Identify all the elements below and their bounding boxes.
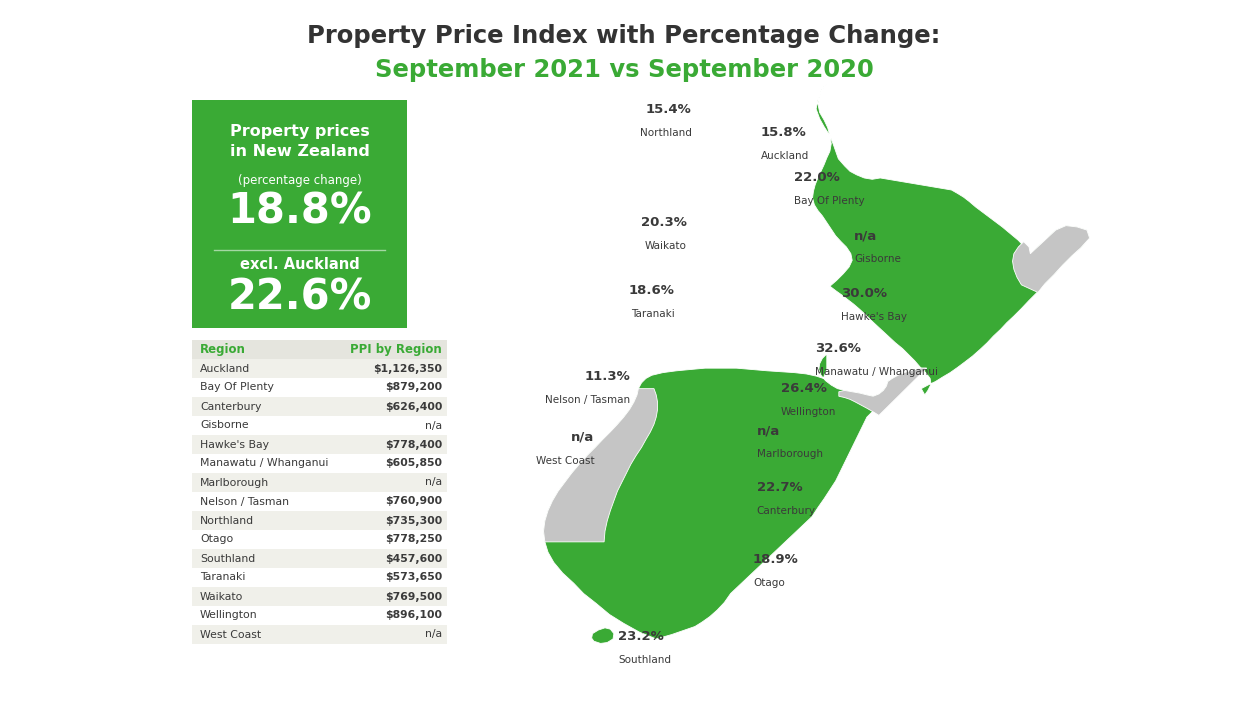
FancyBboxPatch shape xyxy=(192,549,447,568)
Text: Canterbury: Canterbury xyxy=(756,506,815,516)
Text: n/a: n/a xyxy=(424,420,442,430)
Text: Auckland: Auckland xyxy=(761,151,809,161)
Text: Manawatu / Whanganui: Manawatu / Whanganui xyxy=(815,367,938,377)
FancyBboxPatch shape xyxy=(192,454,447,473)
Text: $778,250: $778,250 xyxy=(384,534,442,545)
Text: Hawke's Bay: Hawke's Bay xyxy=(200,439,270,449)
Text: September 2021 vs September 2020: September 2021 vs September 2020 xyxy=(374,58,874,82)
Text: Region: Region xyxy=(200,343,246,356)
FancyBboxPatch shape xyxy=(192,397,447,416)
FancyBboxPatch shape xyxy=(192,378,447,397)
Text: 15.8%: 15.8% xyxy=(761,126,806,139)
Text: PPI by Region: PPI by Region xyxy=(351,343,442,356)
Text: Gisborne: Gisborne xyxy=(200,420,248,430)
Text: 11.3%: 11.3% xyxy=(584,370,630,383)
Text: Nelson / Tasman: Nelson / Tasman xyxy=(545,395,630,405)
Text: Northland: Northland xyxy=(200,515,255,526)
Text: Gisborne: Gisborne xyxy=(854,254,901,264)
Text: n/a: n/a xyxy=(424,477,442,487)
Text: West Coast: West Coast xyxy=(200,630,261,640)
FancyBboxPatch shape xyxy=(192,359,447,378)
FancyBboxPatch shape xyxy=(192,625,447,644)
Text: 22.0%: 22.0% xyxy=(794,171,840,184)
FancyBboxPatch shape xyxy=(192,473,447,492)
Text: Marlborough: Marlborough xyxy=(756,449,822,459)
Text: n/a: n/a xyxy=(854,229,877,242)
Text: Manawatu / Whanganui: Manawatu / Whanganui xyxy=(200,458,328,468)
Text: 18.8%: 18.8% xyxy=(227,190,372,232)
Text: Bay Of Plenty: Bay Of Plenty xyxy=(794,196,865,206)
Text: Wellington: Wellington xyxy=(200,611,257,621)
Polygon shape xyxy=(592,628,614,644)
Polygon shape xyxy=(544,389,658,542)
Text: n/a: n/a xyxy=(572,430,594,444)
Text: $1,126,350: $1,126,350 xyxy=(373,364,442,373)
Text: Otago: Otago xyxy=(753,578,785,588)
Text: 23.2%: 23.2% xyxy=(618,630,664,642)
FancyBboxPatch shape xyxy=(192,530,447,549)
Polygon shape xyxy=(812,83,1090,395)
FancyBboxPatch shape xyxy=(192,606,447,625)
Polygon shape xyxy=(544,354,926,639)
Text: Wellington: Wellington xyxy=(780,407,836,417)
Text: Property Price Index with Percentage Change:: Property Price Index with Percentage Cha… xyxy=(307,24,941,48)
Text: 22.7%: 22.7% xyxy=(756,481,802,494)
Text: Waikato: Waikato xyxy=(645,241,686,251)
Text: $605,850: $605,850 xyxy=(384,458,442,468)
Text: $896,100: $896,100 xyxy=(384,611,442,621)
Text: 30.0%: 30.0% xyxy=(841,287,887,300)
FancyBboxPatch shape xyxy=(192,511,447,530)
Text: excl. Auckland: excl. Auckland xyxy=(240,257,359,272)
Text: Marlborough: Marlborough xyxy=(200,477,270,487)
Text: 20.3%: 20.3% xyxy=(641,216,686,229)
Text: 26.4%: 26.4% xyxy=(780,382,826,395)
Polygon shape xyxy=(1012,225,1090,293)
Text: Hawke's Bay: Hawke's Bay xyxy=(841,312,907,322)
FancyBboxPatch shape xyxy=(192,587,447,606)
Text: Southland: Southland xyxy=(200,553,256,564)
FancyBboxPatch shape xyxy=(192,568,447,587)
Text: 15.4%: 15.4% xyxy=(646,103,691,116)
Text: Canterbury: Canterbury xyxy=(200,402,261,411)
Text: West Coast: West Coast xyxy=(535,456,594,465)
FancyBboxPatch shape xyxy=(192,416,447,435)
FancyBboxPatch shape xyxy=(192,492,447,511)
Text: Otago: Otago xyxy=(200,534,233,545)
Text: Nelson / Tasman: Nelson / Tasman xyxy=(200,496,290,507)
Text: Southland: Southland xyxy=(618,654,671,665)
Text: $735,300: $735,300 xyxy=(384,515,442,526)
Text: (percentage change): (percentage change) xyxy=(237,174,362,187)
Text: $573,650: $573,650 xyxy=(384,573,442,583)
Text: $778,400: $778,400 xyxy=(384,439,442,449)
Text: n/a: n/a xyxy=(424,630,442,640)
Text: Taranaki: Taranaki xyxy=(200,573,246,583)
Text: 22.6%: 22.6% xyxy=(227,277,372,319)
Text: $769,500: $769,500 xyxy=(384,592,442,602)
Text: Property prices
in New Zealand: Property prices in New Zealand xyxy=(230,124,369,159)
Text: 32.6%: 32.6% xyxy=(815,342,861,355)
Text: Taranaki: Taranaki xyxy=(631,309,675,319)
Text: $626,400: $626,400 xyxy=(384,402,442,411)
Text: Northland: Northland xyxy=(640,128,691,138)
Polygon shape xyxy=(839,368,926,416)
Text: 18.9%: 18.9% xyxy=(753,553,799,567)
Text: n/a: n/a xyxy=(756,424,780,437)
Text: Waikato: Waikato xyxy=(200,592,243,602)
Text: $879,200: $879,200 xyxy=(384,383,442,392)
FancyBboxPatch shape xyxy=(192,340,447,359)
Text: $457,600: $457,600 xyxy=(384,553,442,564)
Text: $760,900: $760,900 xyxy=(384,496,442,507)
FancyBboxPatch shape xyxy=(192,435,447,454)
FancyBboxPatch shape xyxy=(192,100,407,328)
Text: 18.6%: 18.6% xyxy=(629,284,675,297)
Text: Auckland: Auckland xyxy=(200,364,251,373)
Text: Bay Of Plenty: Bay Of Plenty xyxy=(200,383,273,392)
